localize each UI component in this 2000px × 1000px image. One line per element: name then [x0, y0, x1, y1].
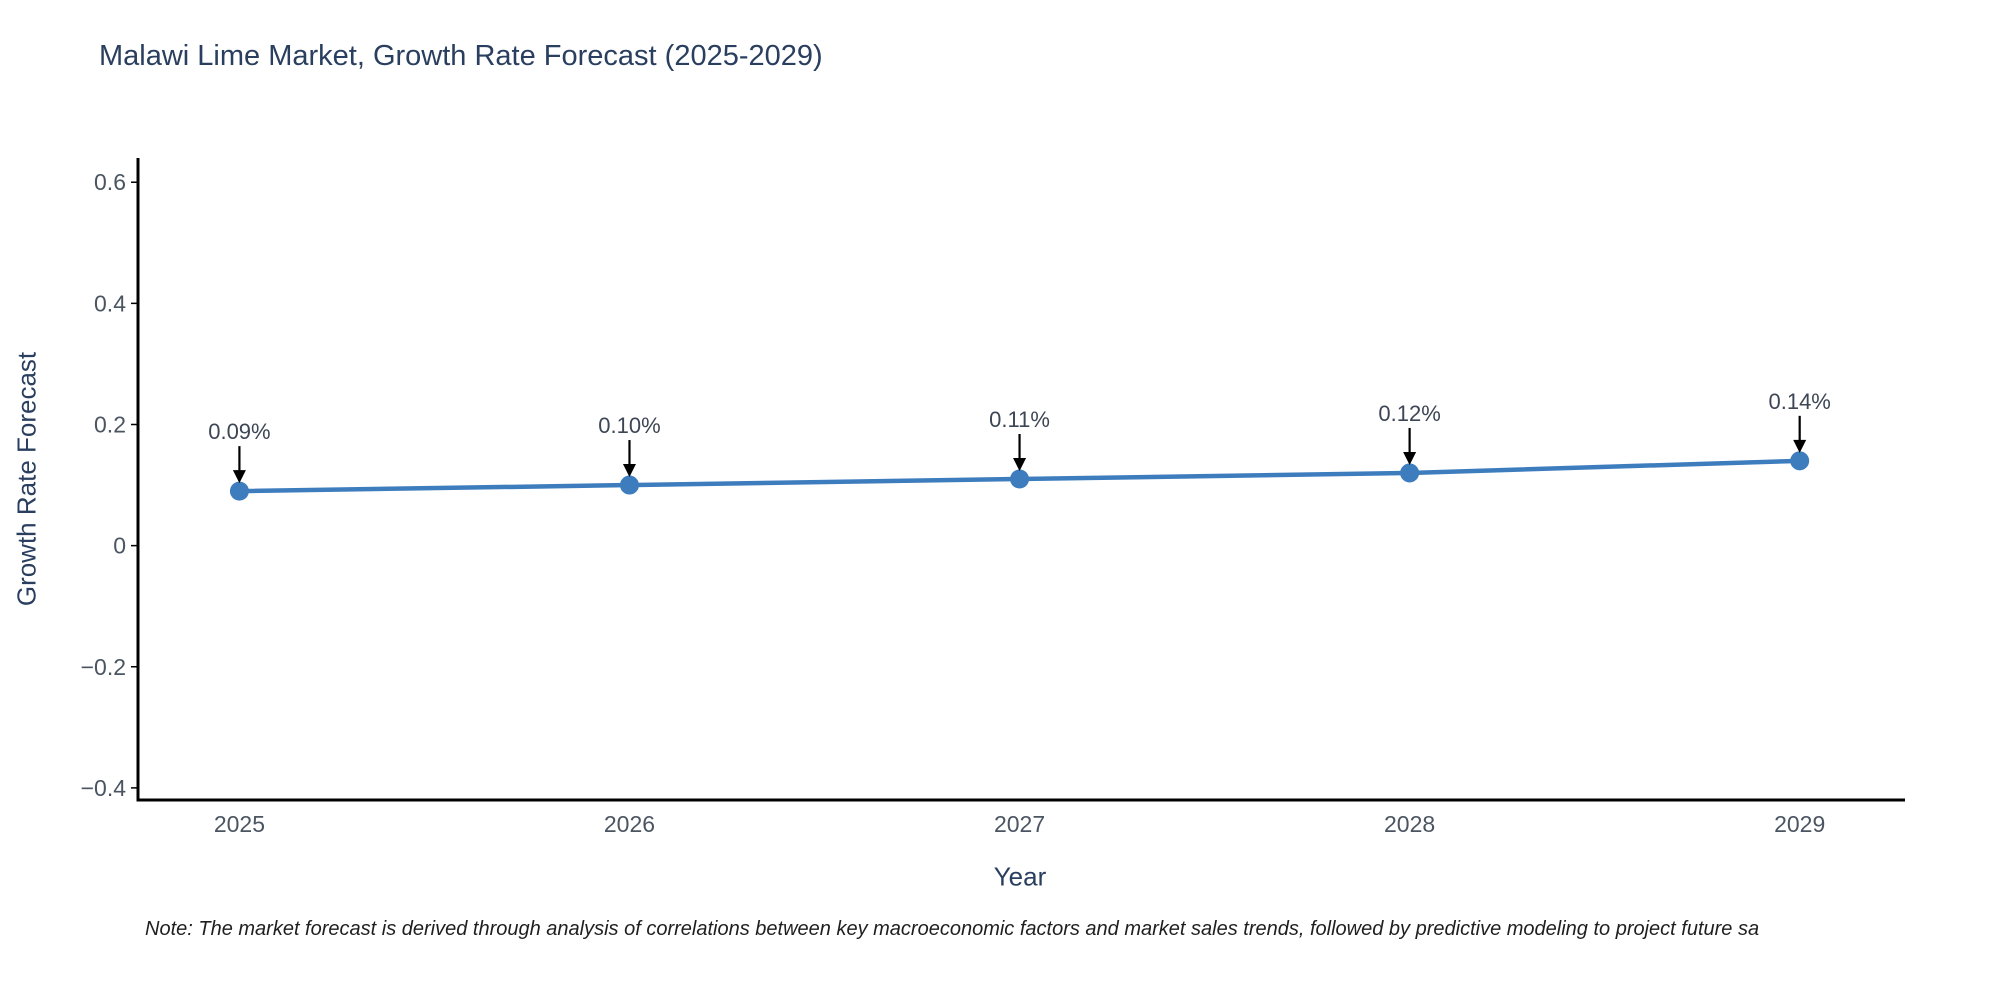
- x-axis-tick-label: 2029: [1774, 811, 1825, 837]
- y-axis-tick-label: 0: [113, 533, 126, 559]
- y-axis-tick-label: −0.4: [81, 775, 127, 801]
- footnote: Note: The market forecast is derived thr…: [145, 918, 1760, 940]
- data-point-marker: [1010, 469, 1030, 489]
- data-point-marker: [619, 475, 639, 495]
- point-annotation-label: 0.11%: [989, 407, 1050, 432]
- annotation-arrowhead: [1013, 458, 1027, 471]
- annotation-arrowhead: [1793, 439, 1807, 453]
- data-point-marker: [1400, 463, 1420, 483]
- x-axis-tick-label: 2027: [994, 811, 1045, 837]
- x-axis-tick-label: 2026: [604, 811, 655, 837]
- y-axis-tick-label: 0.6: [94, 169, 126, 195]
- y-axis-tick-label: 0.4: [94, 290, 126, 316]
- y-axis-tick-label: 0.2: [94, 411, 126, 437]
- chart-title: Malawi Lime Market, Growth Rate Forecast…: [99, 40, 823, 72]
- x-axis-tick-label: 2028: [1384, 811, 1435, 837]
- data-point-marker: [229, 481, 249, 501]
- point-annotation-label: 0.12%: [1378, 401, 1440, 426]
- annotation-arrowhead: [622, 464, 636, 478]
- annotation-arrowhead: [1403, 451, 1417, 465]
- point-annotation-label: 0.14%: [1768, 389, 1830, 414]
- x-axis-title: Year: [993, 861, 1047, 892]
- axis-line: [136, 158, 1905, 802]
- point-annotation-label: 0.09%: [208, 419, 270, 444]
- annotation-arrowhead: [232, 470, 246, 484]
- y-axis-tick-label: −0.2: [81, 654, 126, 680]
- point-annotation-label: 0.10%: [598, 413, 660, 438]
- x-axis-tick-label: 2025: [214, 811, 265, 837]
- data-point-marker: [1790, 451, 1810, 471]
